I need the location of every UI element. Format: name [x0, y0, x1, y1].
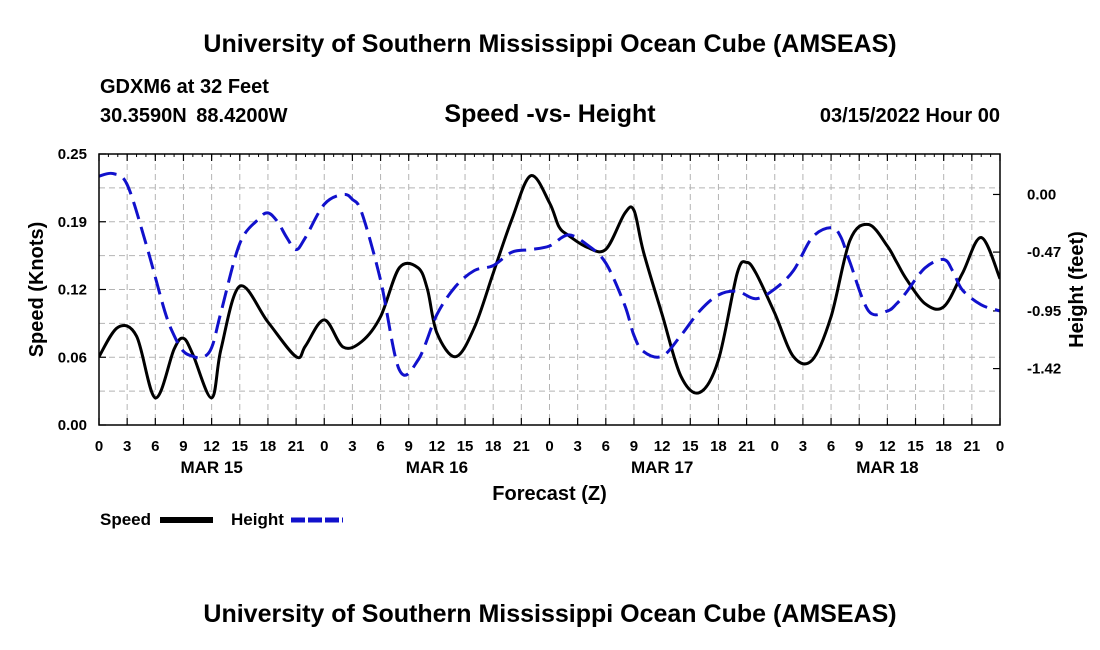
chart-title: Speed -vs- Height: [444, 100, 656, 128]
y-right-tick-label: -0.95: [1027, 303, 1061, 320]
x-tick-label: 0: [996, 438, 1004, 455]
x-tick-label: 9: [405, 438, 413, 455]
main-title: University of Southern Mississippi Ocean…: [203, 30, 897, 58]
day-label: MAR 15: [180, 458, 242, 477]
x-tick-label: 12: [429, 438, 446, 455]
legend-height-label: Height: [231, 510, 284, 529]
x-tick-label: 18: [935, 438, 952, 455]
x-tick-label: 15: [682, 438, 699, 455]
x-tick-label: 0: [771, 438, 779, 455]
x-tick-label: 18: [260, 438, 277, 455]
x-tick-label: 3: [799, 438, 807, 455]
plot-frame: [98, 153, 1001, 426]
x-tick-label: 15: [457, 438, 474, 455]
x-tick-label: 9: [630, 438, 638, 455]
x-tick-label: 12: [879, 438, 896, 455]
x-tick-label: 6: [602, 438, 610, 455]
y-left-tick-label: 0.00: [58, 417, 87, 434]
x-tick-label: 21: [288, 438, 305, 455]
x-tick-label: 15: [231, 438, 248, 455]
x-tick-label: 9: [179, 438, 187, 455]
x-tick-label: 21: [738, 438, 755, 455]
legend-speed-label: Speed: [100, 510, 151, 529]
grid-lines: [99, 154, 1000, 425]
y-left-tick-label: 0.12: [58, 282, 87, 299]
y-right-tick-label: -0.47: [1027, 244, 1061, 261]
x-tick-label: 6: [827, 438, 835, 455]
x-tick-label: 21: [964, 438, 981, 455]
x-tick-label: 6: [151, 438, 159, 455]
forecast-datetime: 03/15/2022 Hour 00: [819, 105, 1000, 127]
x-tick-label: 0: [95, 438, 103, 455]
height-series-line: [99, 171, 1000, 377]
y-left-tick-label: 0.06: [58, 349, 87, 366]
x-tick-label: 3: [573, 438, 581, 455]
x-tick-label: 9: [855, 438, 863, 455]
x-tick-label: 3: [348, 438, 356, 455]
bottom-title: University of Southern Mississippi Ocean…: [203, 600, 897, 628]
day-label: MAR 17: [631, 458, 693, 477]
x-tick-label: 3: [123, 438, 131, 455]
speed-series-line: [99, 174, 1000, 400]
x-tick-label: 12: [203, 438, 220, 455]
x-tick-label: 0: [545, 438, 553, 455]
x-tick-label: 18: [710, 438, 727, 455]
y-left-tick-label: 0.19: [58, 214, 87, 231]
x-tick-label: 18: [485, 438, 502, 455]
x-tick-label: 12: [654, 438, 671, 455]
y-right-tick-label: -1.42: [1027, 361, 1061, 378]
x-axis-title: Forecast (Z): [492, 483, 606, 505]
x-tick-label: 6: [376, 438, 384, 455]
station-label: GDXM6 at 32 Feet: [100, 76, 269, 98]
day-label: MAR 18: [856, 458, 918, 477]
day-label: MAR 16: [406, 458, 468, 477]
y-left-axis-title: Speed (Knots): [26, 222, 48, 358]
y-right-tick-label: 0.00: [1027, 186, 1056, 203]
x-tick-label: 15: [907, 438, 924, 455]
coordinates-label: 30.3590N 88.4200W: [100, 105, 288, 127]
y-right-axis-title: Height (feet): [1066, 231, 1088, 348]
x-tick-label: 21: [513, 438, 530, 455]
x-tick-label: 0: [320, 438, 328, 455]
y-left-tick-label: 0.25: [58, 146, 87, 163]
